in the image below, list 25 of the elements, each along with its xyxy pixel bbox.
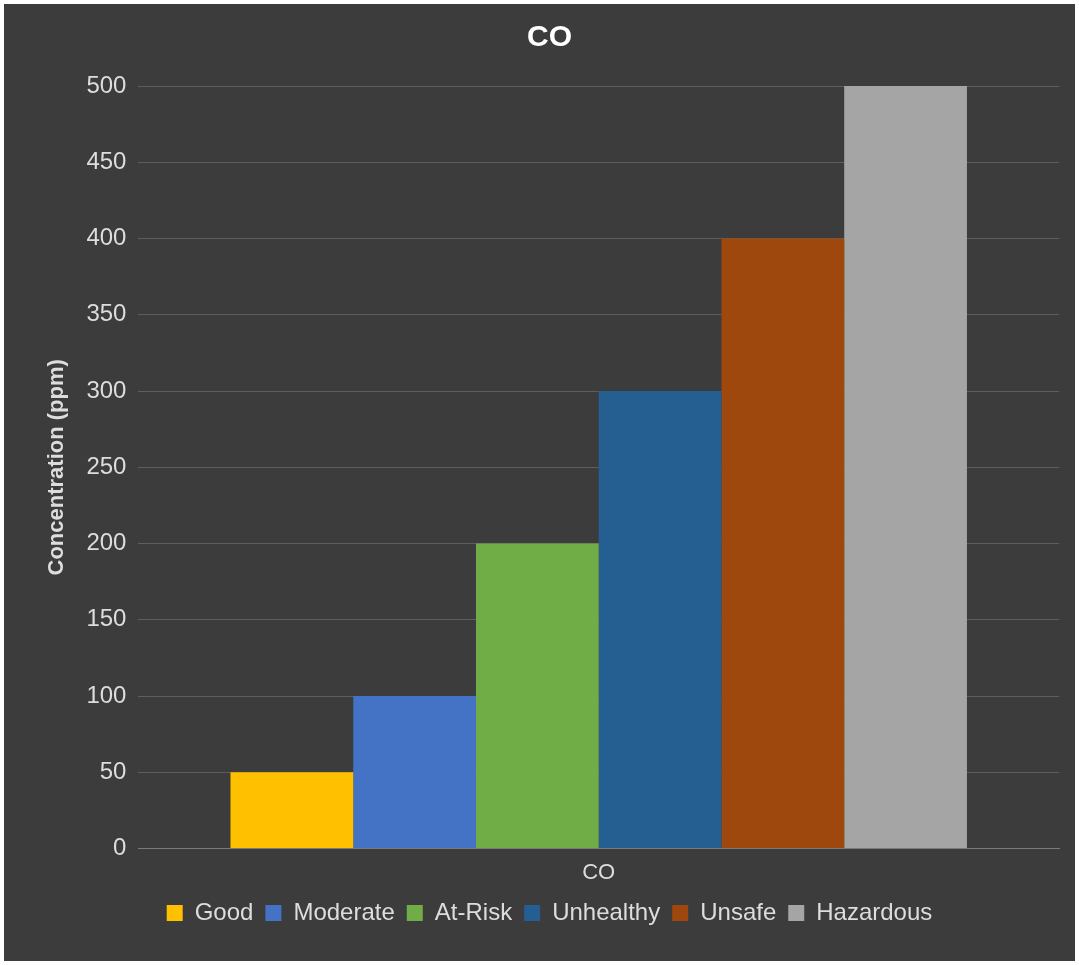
legend-label: At-Risk [434, 897, 514, 925]
y-tick-label: 350 [86, 299, 127, 327]
y-tick-label: 300 [86, 375, 127, 403]
y-tick-label: 100 [86, 680, 127, 708]
bar [844, 86, 967, 849]
legend-label: Hazardous [816, 897, 933, 925]
y-tick-label: 150 [86, 604, 127, 632]
bar [721, 238, 845, 849]
y-tick-label: 50 [99, 756, 127, 784]
legend-label: Good [194, 897, 254, 925]
legend-label: Unhealthy [552, 897, 661, 925]
bar [353, 696, 476, 849]
y-tick-label: 250 [86, 451, 127, 479]
bar [475, 543, 599, 849]
legend-label: Unsafe [700, 897, 777, 925]
chart-title: CO [527, 19, 572, 53]
y-tick-label: 500 [86, 70, 127, 98]
y-tick-label: 0 [113, 833, 127, 861]
y-tick-label: 200 [86, 528, 127, 556]
y-axis-title: Concentration (ppm) [43, 359, 69, 576]
bar [598, 391, 722, 849]
y-tick-label: 400 [86, 223, 127, 251]
legend-label: Moderate [293, 897, 395, 925]
bar [230, 772, 354, 849]
y-tick-label: 450 [86, 146, 127, 174]
